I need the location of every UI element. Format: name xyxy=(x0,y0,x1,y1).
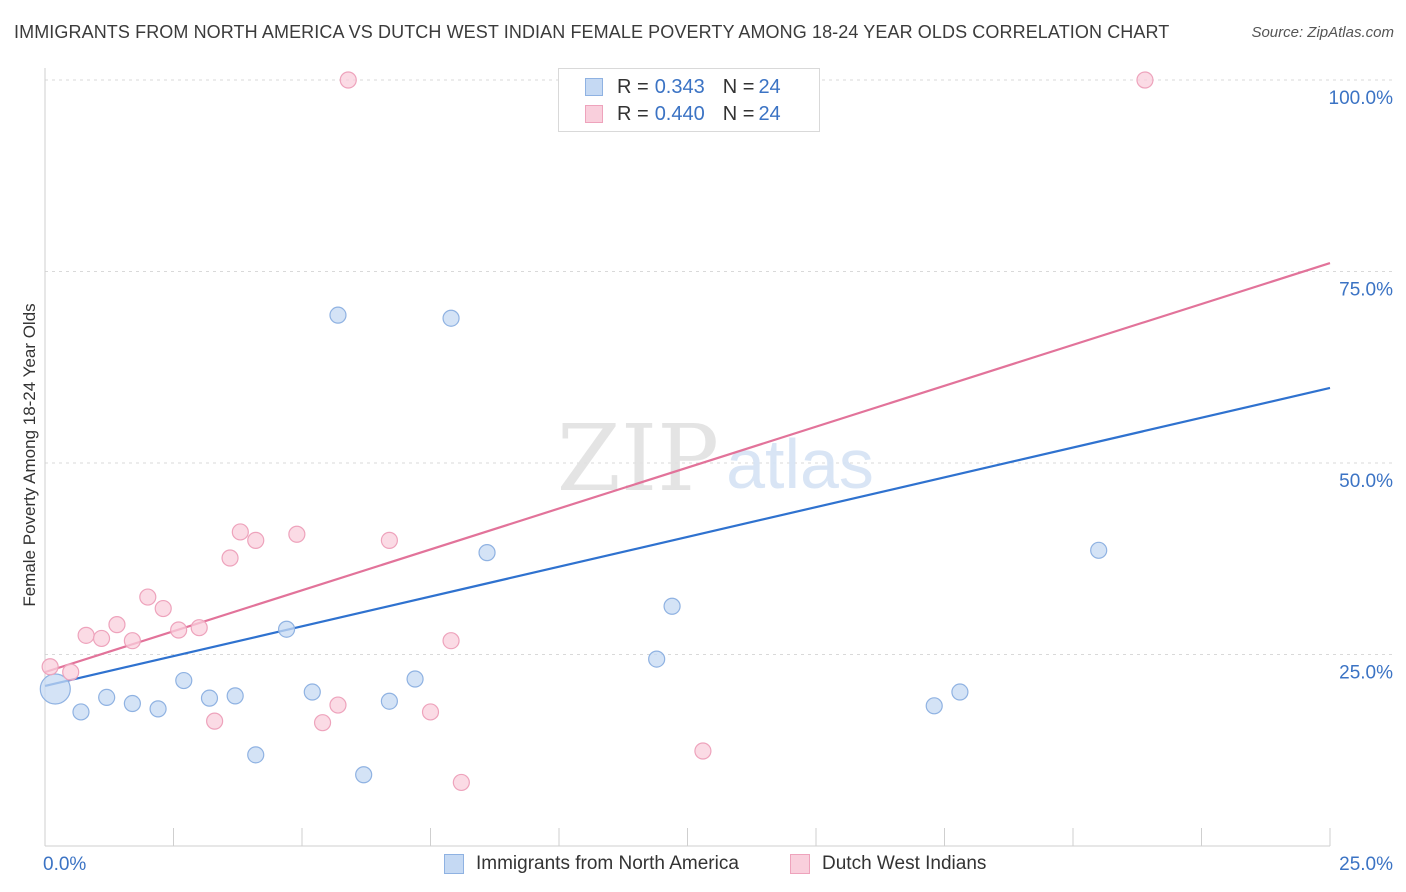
point-dutch-west-indians-9 xyxy=(190,619,208,637)
point-immigrants-8 xyxy=(247,746,265,764)
point-dutch-west-indians-12 xyxy=(231,523,249,541)
legend-n-value-a: 24 xyxy=(758,75,781,98)
legend-swatch-b xyxy=(585,105,603,123)
legend-item-immigrants: Immigrants from North America xyxy=(444,852,739,876)
point-dutch-west-indians-10 xyxy=(206,712,224,730)
legend-r-label-a: R = xyxy=(617,75,649,98)
point-immigrants-13 xyxy=(380,692,398,710)
point-dutch-west-indians-14 xyxy=(288,525,306,543)
point-dutch-west-indians-19 xyxy=(421,703,440,721)
point-dutch-west-indians-23 xyxy=(1136,71,1154,89)
legend-item-dutch-west-indians: Dutch West Indians xyxy=(790,852,986,876)
point-immigrants-0 xyxy=(39,673,71,705)
legend-swatch-dutch-west-indians xyxy=(790,854,810,874)
legend-n-label-a: N = xyxy=(722,75,755,98)
point-dutch-west-indians-0 xyxy=(41,658,59,676)
watermark-atlas: atlas xyxy=(726,425,874,503)
legend-n-label-b: N = xyxy=(722,102,755,125)
legend-row-b: R = 0.440 N = 24 xyxy=(585,101,781,127)
data-points xyxy=(39,71,1154,792)
point-immigrants-19 xyxy=(663,597,681,615)
correlation-legend: R = 0.343 N = 24 R = 0.440 N = 24 xyxy=(558,68,820,132)
point-dutch-west-indians-4 xyxy=(108,616,126,634)
point-dutch-west-indians-5 xyxy=(123,632,141,650)
legend-swatch-immigrants xyxy=(444,854,464,874)
point-dutch-west-indians-20 xyxy=(442,632,460,650)
legend-label-immigrants: Immigrants from North America xyxy=(476,853,739,874)
point-dutch-west-indians-16 xyxy=(329,696,347,714)
gridlines xyxy=(45,79,1395,655)
legend-label-dutch-west-indians: Dutch West Indians xyxy=(822,853,987,874)
point-dutch-west-indians-6 xyxy=(139,588,157,606)
point-immigrants-3 xyxy=(123,694,141,713)
point-immigrants-18 xyxy=(648,650,666,668)
point-immigrants-14 xyxy=(406,670,424,688)
point-dutch-west-indians-22 xyxy=(694,742,712,760)
trendline-immigrants xyxy=(44,386,1331,687)
point-immigrants-4 xyxy=(149,700,167,718)
tick-labels: 25.0% 50.0% 75.0% 100.0% 0.0% 25.0% xyxy=(43,88,1393,875)
point-immigrants-15 xyxy=(442,309,460,327)
point-dutch-west-indians-7 xyxy=(154,599,172,618)
point-dutch-west-indians-15 xyxy=(313,714,332,732)
y-tick-label-3: 100.0% xyxy=(1329,88,1394,109)
y-tick-label-2: 75.0% xyxy=(1339,280,1393,301)
legend-r-label-b: R = xyxy=(617,102,649,125)
point-immigrants-12 xyxy=(355,766,373,784)
point-immigrants-23 xyxy=(1090,541,1108,559)
point-immigrants-9 xyxy=(277,620,296,638)
point-dutch-west-indians-1 xyxy=(62,663,80,681)
point-immigrants-16 xyxy=(478,544,496,562)
chart-source: Source: ZipAtlas.com xyxy=(1251,24,1394,41)
point-dutch-west-indians-8 xyxy=(170,621,188,639)
y-tick-label-0: 25.0% xyxy=(1339,663,1393,684)
trendline-dutch-west-indians xyxy=(44,262,1331,674)
x-tick-label-1: 25.0% xyxy=(1339,854,1393,875)
point-immigrants-7 xyxy=(226,687,244,705)
point-dutch-west-indians-17 xyxy=(339,71,357,89)
point-immigrants-11 xyxy=(329,306,347,324)
point-immigrants-22 xyxy=(951,683,969,701)
y-tick-label-1: 50.0% xyxy=(1339,471,1393,492)
legend-r-value-a: 0.343 xyxy=(654,75,705,98)
x-tick-label-0: 0.0% xyxy=(43,854,86,875)
point-immigrants-5 xyxy=(175,671,193,690)
point-dutch-west-indians-3 xyxy=(92,629,111,648)
point-immigrants-1 xyxy=(72,703,90,721)
legend-r-value-b: 0.440 xyxy=(654,102,705,125)
watermark: ZIP atlas xyxy=(557,405,874,512)
y-axis-label: Female Poverty Among 18-24 Year Olds xyxy=(20,303,39,606)
point-dutch-west-indians-13 xyxy=(247,531,265,549)
legend-swatch-a xyxy=(585,78,603,96)
point-immigrants-6 xyxy=(200,689,219,707)
legend-row-a: R = 0.343 N = 24 xyxy=(585,74,781,100)
point-immigrants-21 xyxy=(925,697,943,715)
watermark-zip: ZIP xyxy=(557,405,719,512)
point-immigrants-10 xyxy=(303,683,321,701)
point-dutch-west-indians-2 xyxy=(77,626,95,644)
point-dutch-west-indians-18 xyxy=(380,531,398,549)
axes xyxy=(44,68,1331,847)
legend-n-value-b: 24 xyxy=(758,102,781,125)
chart-title: IMMIGRANTS FROM NORTH AMERICA VS DUTCH W… xyxy=(14,22,1170,42)
point-immigrants-2 xyxy=(98,688,116,706)
point-dutch-west-indians-21 xyxy=(452,773,470,792)
point-dutch-west-indians-11 xyxy=(221,549,239,567)
trendlines xyxy=(44,262,1331,687)
